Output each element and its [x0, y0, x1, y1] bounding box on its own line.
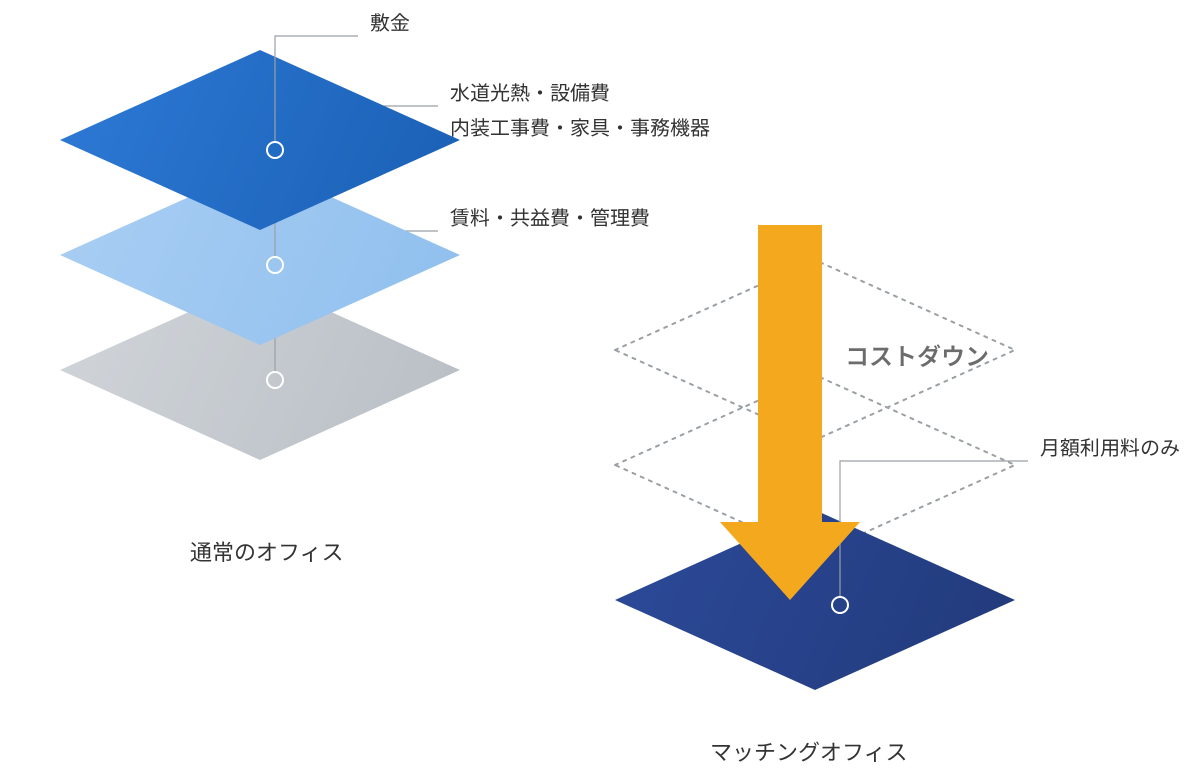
- right-stack: 月額利用料のみ コストダウン マッチングオフィス: [615, 225, 1180, 767]
- layer-monthly: 月額利用料のみ: [615, 432, 1180, 690]
- arrow-down-icon: [720, 225, 860, 600]
- cost-comparison-diagram: 賃料・共益費・管理費 水道光熱・設備費 内装工事費・家具・事務機器 敷金 通常の…: [0, 0, 1190, 780]
- left-stack: 賃料・共益費・管理費 水道光熱・設備費 内装工事費・家具・事務機器 敷金 通常の…: [60, 7, 710, 567]
- left-caption: 通常のオフィス: [190, 535, 344, 567]
- label-monthly: 月額利用料のみ: [1040, 432, 1180, 461]
- layer-deposit-shape: [60, 50, 460, 230]
- label-rent: 賃料・共益費・管理費: [450, 202, 650, 231]
- right-caption: マッチングオフィス: [710, 735, 908, 767]
- cost-down-label: コストダウン: [845, 337, 989, 372]
- label-equipment-line2: 内装工事費・家具・事務機器: [450, 112, 710, 141]
- layer-deposit: 敷金: [60, 7, 460, 230]
- label-deposit: 敷金: [370, 7, 410, 36]
- label-equipment-line1: 水道光熱・設備費: [450, 77, 610, 106]
